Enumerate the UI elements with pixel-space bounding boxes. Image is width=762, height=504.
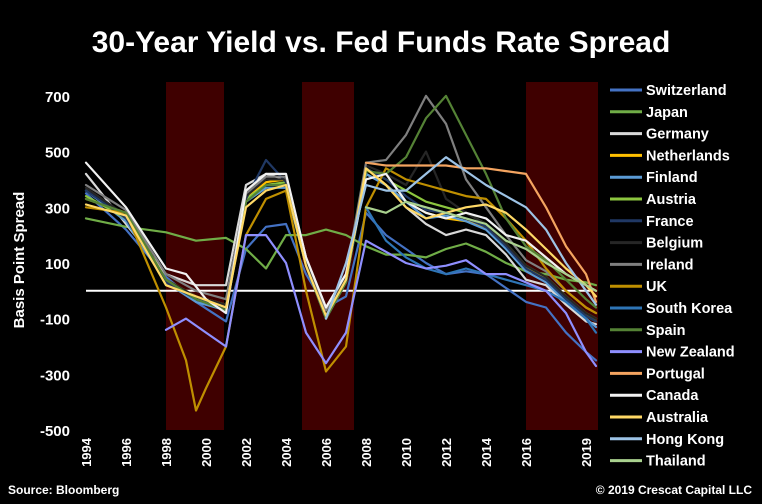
legend-label-australia: Australia	[646, 410, 709, 426]
legend-label-new-zealand: New Zealand	[646, 345, 735, 361]
x-tick-label: 1998	[159, 438, 174, 467]
series-line-ireland	[84, 94, 598, 315]
x-tick-label: 2012	[439, 438, 454, 467]
x-tick-label: 2000	[199, 438, 214, 467]
series-line-australia	[84, 167, 598, 317]
x-tick-label: 2014	[479, 437, 494, 467]
series-line-belgium	[84, 150, 598, 320]
legend-label-ireland: Ireland	[646, 257, 694, 273]
copyright-note: © 2019 Crescat Capital LLC	[596, 483, 753, 497]
x-tick-labels: 1994 1996 1998 2000 2002 2004 2006 2008 2010 2012…	[79, 437, 594, 467]
legend-label-thailand: Thailand	[646, 454, 706, 470]
series-line-thailand	[364, 200, 598, 292]
legend-label-spain: Spain	[646, 323, 685, 339]
x-tick-label: 1994	[79, 437, 94, 467]
x-tick-label: 2010	[399, 438, 414, 467]
legend-label-finland: Finland	[646, 170, 698, 186]
source-note: Source: Bloomberg	[8, 483, 119, 497]
legend-label-belgium: Belgium	[646, 236, 703, 252]
x-tick-label: 2002	[239, 438, 254, 467]
series-line-japan	[84, 217, 598, 287]
x-tick-label: 1996	[119, 438, 134, 467]
y-tick-label: 500	[45, 145, 70, 162]
legend: Switzerland Japan Germany Netherlands Finlan…	[610, 83, 735, 470]
y-tick-label: -100	[40, 312, 70, 329]
recession-shade-2	[302, 82, 354, 430]
y-tick-labels: 700 500 300 100 -100 -300 -500	[40, 89, 70, 440]
y-tick-label: 100	[45, 256, 70, 273]
recession-shading-layer	[166, 82, 598, 430]
legend-label-japan: Japan	[646, 105, 688, 121]
x-tick-label: 2019	[579, 438, 594, 467]
chart-title: 30-Year Yield vs. Fed Funds Rate Spread	[92, 26, 671, 59]
series-line-portugal	[364, 161, 598, 303]
recession-shade-1	[166, 82, 224, 430]
legend-label-south-korea: South Korea	[646, 301, 733, 317]
x-tick-label: 2006	[319, 438, 334, 467]
y-axis-label: Basis Point Spread	[11, 192, 28, 329]
y-tick-label: 300	[45, 200, 70, 217]
y-tick-label: -500	[40, 423, 70, 440]
y-tick-label: -300	[40, 367, 70, 384]
series-line-uk	[84, 167, 598, 412]
legend-label-switzerland: Switzerland	[646, 83, 727, 99]
legend-label-france: France	[646, 214, 694, 230]
legend-label-austria: Austria	[646, 192, 697, 208]
y-tick-label: 700	[45, 89, 70, 106]
legend-label-canada: Canada	[646, 388, 699, 404]
legend-label-uk: UK	[646, 279, 667, 295]
series-line-new-zealand	[164, 234, 598, 368]
x-tick-label: 2008	[359, 438, 374, 467]
x-tick-label: 2016	[519, 438, 534, 467]
x-tick-label: 2004	[279, 437, 294, 467]
legend-label-portugal: Portugal	[646, 366, 705, 382]
legend-label-germany: Germany	[646, 127, 709, 143]
series-lines-layer	[84, 94, 598, 412]
series-line-hong-kong	[324, 156, 598, 320]
legend-label-hong-kong: Hong Kong	[646, 432, 724, 448]
legend-label-netherlands: Netherlands	[646, 148, 730, 164]
